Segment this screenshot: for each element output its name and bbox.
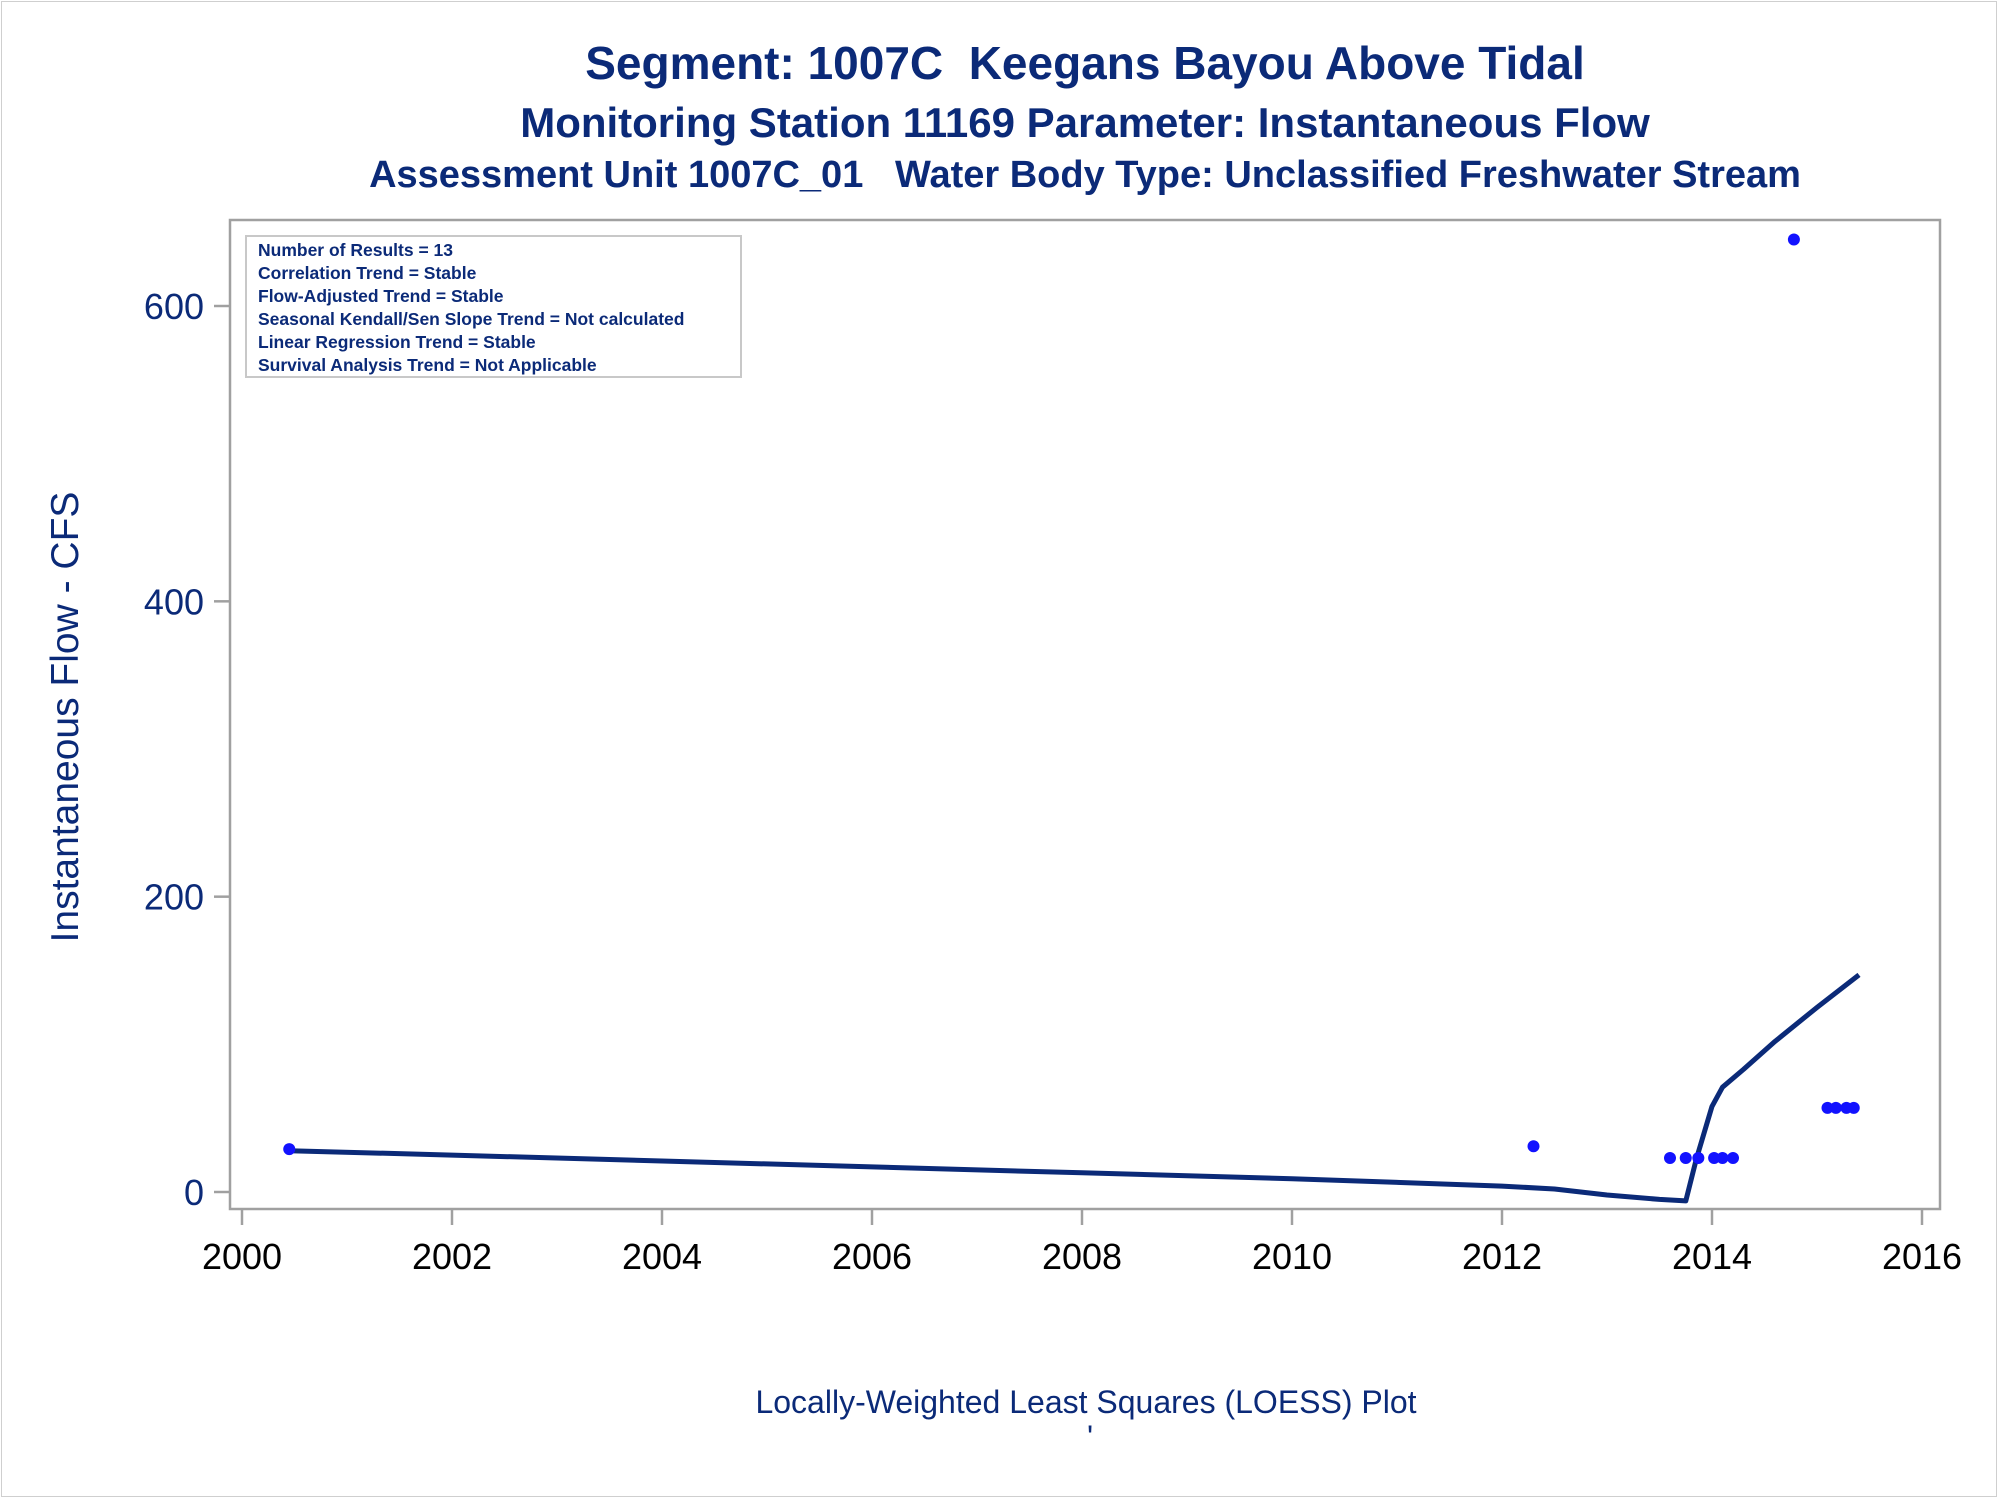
- data-point: [1692, 1152, 1705, 1165]
- x-tick-label: 2016: [1882, 1236, 1962, 1277]
- x-tick-label: 2010: [1252, 1236, 1332, 1277]
- data-point: [283, 1143, 296, 1156]
- data-point: [1716, 1152, 1729, 1165]
- y-tick-label: 200: [144, 877, 204, 918]
- stats-line: Correlation Trend = Stable: [258, 263, 477, 283]
- y-tick-label: 400: [144, 581, 204, 622]
- trend-stats-box: Number of Results = 13 Correlation Trend …: [245, 235, 742, 378]
- stats-line: Linear Regression Trend = Stable: [258, 332, 536, 352]
- data-point: [1727, 1152, 1739, 1165]
- chart-subtitle-station: Monitoring Station 11169 Parameter: Inst…: [520, 99, 1650, 146]
- data-point: [1829, 1101, 1842, 1114]
- x-tick-label: 2000: [202, 1236, 282, 1277]
- footnote-loess: Locally-Weighted Least Squares (LOESS) P…: [755, 1384, 1416, 1420]
- x-tick-label: 2006: [832, 1236, 912, 1277]
- y-axis-title: Instantaneous Flow - CFS: [44, 492, 87, 943]
- y-tick-label: 0: [184, 1172, 204, 1213]
- data-point: [1664, 1152, 1676, 1165]
- data-point: [1708, 1152, 1721, 1165]
- data-point: [1847, 1101, 1860, 1114]
- data-point: [1821, 1101, 1834, 1114]
- chart-subtitle-assessment: Assessment Unit 1007C_01 Water Body Type…: [369, 154, 1801, 196]
- x-tick-label: 2002: [412, 1236, 492, 1277]
- footnote-mark: ': [1087, 1419, 1093, 1455]
- x-axis: 2000 2002 2004 2006 2008 2010 2012 2014 2016: [202, 1209, 1962, 1277]
- x-tick-label: 2012: [1462, 1236, 1542, 1277]
- plot-area-frame: [228, 218, 1942, 1211]
- stats-line: Number of Results = 13: [258, 240, 453, 260]
- stats-box-border: [245, 235, 742, 378]
- data-point: [1679, 1152, 1692, 1165]
- loess-curve: [289, 972, 1861, 1204]
- data-points: [283, 233, 1860, 1165]
- x-tick-label: 2014: [1672, 1236, 1752, 1277]
- stats-line: Flow-Adjusted Trend = Stable: [258, 286, 504, 306]
- y-tick-label: 600: [144, 286, 204, 327]
- stats-line: Seasonal Kendall/Sen Slope Trend = Not c…: [258, 309, 684, 329]
- data-point: [1527, 1140, 1540, 1153]
- y-axis: 0 200 400 600: [144, 286, 230, 1213]
- x-tick-label: 2008: [1042, 1236, 1122, 1277]
- stats-line: Survival Analysis Trend = Not Applicable: [258, 355, 597, 375]
- chart-title: Segment: 1007C Keegans Bayou Above Tidal: [585, 37, 1585, 89]
- data-point: [1787, 233, 1800, 246]
- x-tick-label: 2004: [622, 1236, 702, 1277]
